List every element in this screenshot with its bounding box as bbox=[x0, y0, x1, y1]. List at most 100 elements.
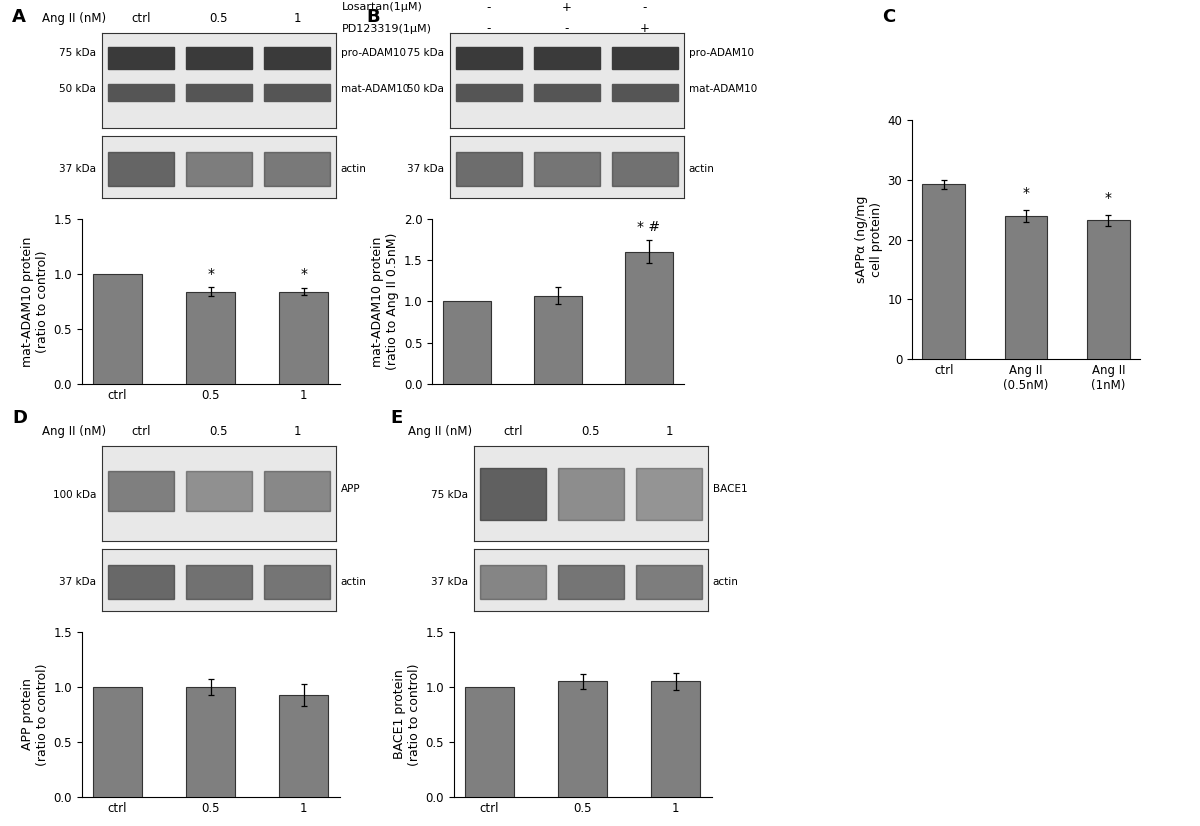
Bar bbox=[612, 152, 678, 186]
Bar bbox=[186, 292, 235, 384]
Text: 37 kDa: 37 kDa bbox=[407, 164, 444, 173]
Bar bbox=[558, 468, 624, 520]
Bar bbox=[923, 184, 965, 359]
Text: 75 kDa: 75 kDa bbox=[59, 48, 96, 58]
Text: 0.5: 0.5 bbox=[210, 12, 228, 25]
Bar bbox=[186, 152, 252, 186]
Bar bbox=[636, 565, 702, 599]
Bar bbox=[558, 681, 607, 797]
Text: *: * bbox=[208, 267, 214, 281]
Text: *: * bbox=[1022, 186, 1030, 200]
Text: ctrl: ctrl bbox=[131, 12, 151, 25]
Bar bbox=[456, 47, 522, 69]
Bar bbox=[186, 84, 252, 102]
Bar bbox=[1087, 221, 1129, 359]
Text: -: - bbox=[487, 22, 491, 36]
Text: C: C bbox=[882, 8, 895, 26]
Text: actin: actin bbox=[713, 577, 739, 586]
Text: ctrl: ctrl bbox=[131, 425, 151, 438]
Text: Losartan(1μM): Losartan(1μM) bbox=[342, 2, 422, 12]
Text: actin: actin bbox=[341, 164, 367, 173]
Y-axis label: sAPPα (ng/mg
cell protein): sAPPα (ng/mg cell protein) bbox=[856, 196, 883, 283]
Bar bbox=[280, 292, 328, 384]
Bar bbox=[280, 695, 328, 797]
Text: 37 kDa: 37 kDa bbox=[431, 577, 468, 586]
Bar bbox=[264, 565, 330, 599]
Text: -: - bbox=[643, 1, 647, 14]
Text: E: E bbox=[390, 409, 402, 427]
Bar bbox=[612, 84, 678, 102]
Bar bbox=[186, 471, 252, 510]
Y-axis label: APP protein
(ratio to control): APP protein (ratio to control) bbox=[22, 663, 49, 766]
Text: A: A bbox=[12, 8, 26, 26]
Bar bbox=[534, 296, 582, 384]
Text: 37 kDa: 37 kDa bbox=[59, 577, 96, 586]
Bar bbox=[534, 152, 600, 186]
Text: -: - bbox=[565, 22, 569, 36]
Text: 0.5: 0.5 bbox=[582, 425, 600, 438]
Bar bbox=[186, 47, 252, 69]
Bar bbox=[108, 152, 174, 186]
Text: ctrl: ctrl bbox=[503, 425, 523, 438]
Bar bbox=[625, 252, 672, 384]
Bar bbox=[108, 84, 174, 102]
Text: 1: 1 bbox=[293, 425, 301, 438]
Text: APP: APP bbox=[341, 484, 360, 494]
Bar bbox=[94, 687, 142, 797]
Bar bbox=[108, 47, 174, 69]
Text: *: * bbox=[300, 267, 307, 281]
Text: mat-ADAM10: mat-ADAM10 bbox=[341, 84, 409, 94]
Bar bbox=[652, 681, 700, 797]
Text: 100 kDa: 100 kDa bbox=[53, 491, 96, 501]
Bar bbox=[480, 565, 546, 599]
Text: actin: actin bbox=[341, 577, 367, 586]
Text: 1: 1 bbox=[293, 12, 301, 25]
Bar bbox=[480, 468, 546, 520]
Text: Ang II (nM): Ang II (nM) bbox=[42, 12, 106, 25]
Text: -: - bbox=[487, 1, 491, 14]
Bar bbox=[94, 274, 142, 384]
Text: PD123319(1μM): PD123319(1μM) bbox=[342, 24, 432, 34]
Text: Ang II (nM): Ang II (nM) bbox=[42, 425, 106, 438]
Text: 75 kDa: 75 kDa bbox=[407, 48, 444, 58]
Bar bbox=[264, 471, 330, 510]
Bar bbox=[264, 47, 330, 69]
Text: mat-ADAM10: mat-ADAM10 bbox=[689, 84, 757, 94]
Bar bbox=[264, 152, 330, 186]
Text: 75 kDa: 75 kDa bbox=[431, 491, 468, 501]
Bar bbox=[534, 84, 600, 102]
Text: *: * bbox=[1105, 192, 1111, 206]
Text: +: + bbox=[640, 22, 650, 36]
Bar bbox=[444, 301, 491, 384]
Y-axis label: mat-ADAM10 protein
(ratio to control): mat-ADAM10 protein (ratio to control) bbox=[22, 236, 49, 367]
Bar bbox=[264, 84, 330, 102]
Text: 50 kDa: 50 kDa bbox=[59, 84, 96, 94]
Text: 1: 1 bbox=[665, 425, 673, 438]
Text: B: B bbox=[366, 8, 379, 26]
Bar bbox=[534, 47, 600, 69]
Text: 50 kDa: 50 kDa bbox=[407, 84, 444, 94]
Y-axis label: BACE1 protein
(ratio to control): BACE1 protein (ratio to control) bbox=[394, 663, 421, 766]
Text: actin: actin bbox=[689, 164, 715, 173]
Bar bbox=[636, 468, 702, 520]
Text: +: + bbox=[562, 1, 572, 14]
Bar bbox=[108, 565, 174, 599]
Text: * #: * # bbox=[637, 220, 660, 234]
Text: 37 kDa: 37 kDa bbox=[59, 164, 96, 173]
Text: pro-ADAM10: pro-ADAM10 bbox=[689, 48, 754, 58]
Bar bbox=[456, 152, 522, 186]
Y-axis label: mat-ADAM10 protein
(ratio to Ang II 0.5nM): mat-ADAM10 protein (ratio to Ang II 0.5n… bbox=[372, 233, 400, 370]
Bar bbox=[612, 47, 678, 69]
Bar bbox=[466, 687, 514, 797]
Bar bbox=[558, 565, 624, 599]
Bar bbox=[108, 471, 174, 510]
Bar bbox=[456, 84, 522, 102]
Bar bbox=[186, 565, 252, 599]
Text: D: D bbox=[12, 409, 28, 427]
Text: pro-ADAM10: pro-ADAM10 bbox=[341, 48, 406, 58]
Text: Ang II (nM): Ang II (nM) bbox=[408, 425, 472, 438]
Text: BACE1: BACE1 bbox=[713, 484, 748, 494]
Bar bbox=[186, 687, 235, 797]
Text: 0.5: 0.5 bbox=[210, 425, 228, 438]
Bar bbox=[1004, 216, 1048, 359]
